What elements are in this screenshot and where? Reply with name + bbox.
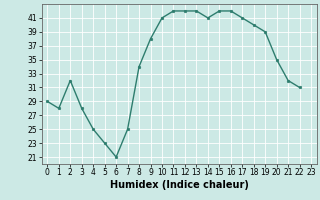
X-axis label: Humidex (Indice chaleur): Humidex (Indice chaleur) xyxy=(110,180,249,190)
